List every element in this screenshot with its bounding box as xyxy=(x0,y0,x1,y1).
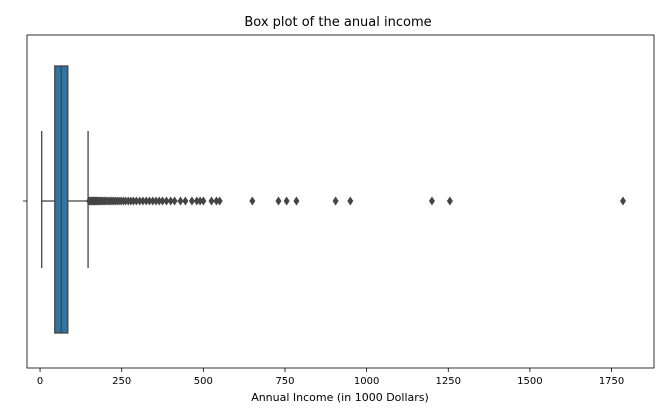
outlier-point xyxy=(188,196,195,206)
outlier-point xyxy=(249,196,256,206)
outlier-point xyxy=(159,196,166,206)
outlier-point xyxy=(167,196,174,206)
x-tick-label: 250 xyxy=(112,376,131,387)
outlier-point xyxy=(182,196,189,206)
outlier-point xyxy=(146,196,153,206)
outlier-point xyxy=(193,196,200,206)
outlier-point xyxy=(152,196,159,206)
x-axis: 0 250 500 750 1000 1250 1500 1750 xyxy=(37,368,624,387)
outlier-point xyxy=(149,196,156,206)
outlier-point xyxy=(619,196,626,206)
outlier-point xyxy=(139,196,146,206)
chart-marks xyxy=(41,65,626,334)
x-tick-label: 1250 xyxy=(436,376,461,387)
outlier-point xyxy=(136,196,143,206)
outlier-point xyxy=(208,196,215,206)
outlier-point xyxy=(213,196,220,206)
outlier-point xyxy=(143,196,150,206)
outlier-point xyxy=(163,196,170,206)
x-tick-label: 1000 xyxy=(354,376,379,387)
outlier-point xyxy=(133,196,140,206)
plot-area-frame xyxy=(26,34,655,369)
outlier-point xyxy=(171,196,178,206)
outlier-point xyxy=(332,196,339,206)
x-tick-label: 750 xyxy=(275,376,294,387)
x-tick-label: 1500 xyxy=(517,376,542,387)
outlier-point xyxy=(446,196,453,206)
outlier-point xyxy=(177,196,184,206)
outlier-point xyxy=(216,196,223,206)
outlier-point xyxy=(293,196,300,206)
chart-title: Box plot of the anual income xyxy=(244,15,431,30)
outlier-point xyxy=(275,196,282,206)
x-tick-label: 500 xyxy=(194,376,213,387)
outlier-point xyxy=(283,196,290,206)
x-tick-label: 1750 xyxy=(599,376,624,387)
outlier-point xyxy=(347,196,354,206)
x-tick-label: 0 xyxy=(37,376,43,387)
outlier-point xyxy=(428,196,435,206)
outlier-point xyxy=(200,196,207,206)
outlier-point xyxy=(197,196,204,206)
outlier-point xyxy=(156,196,163,206)
x-axis-label: Annual Income (in 1000 Dollars) xyxy=(251,391,429,404)
